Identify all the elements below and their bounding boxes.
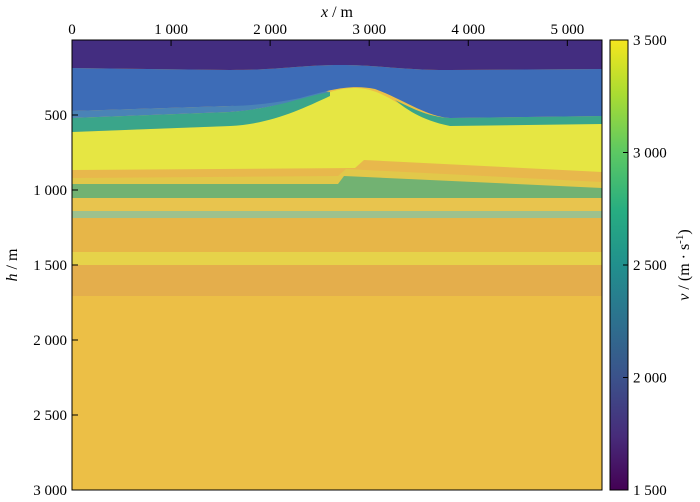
colorbar-label-var: v bbox=[676, 293, 693, 301]
colorbar-label-unit-sup: -1 bbox=[674, 235, 686, 244]
plot-area bbox=[71, 39, 603, 491]
layer-d4 bbox=[72, 210, 602, 218]
colorbar-label-unit-pre: (m · s bbox=[676, 244, 693, 281]
colorbar-label-unit-post: ) bbox=[676, 229, 693, 234]
colorbar-tick-label: 2 500 bbox=[633, 258, 667, 274]
x-tick-label: 1 000 bbox=[154, 22, 188, 38]
layer-green-fault bbox=[72, 175, 602, 198]
colorbar-tick-label: 3 000 bbox=[633, 146, 667, 162]
colorbar-label: v / (m · s-1) bbox=[674, 229, 693, 300]
y-tick-label: 500 bbox=[45, 108, 68, 124]
layer-blue bbox=[72, 65, 602, 118]
x-axis-ticks: 0 1 000 2 000 3 000 4 000 5 000 bbox=[68, 22, 584, 46]
layer-green-right bbox=[395, 100, 602, 126]
x-tick-label: 0 bbox=[68, 22, 76, 38]
y-axis-label: h / m bbox=[4, 248, 21, 281]
y-tick-label: 3 000 bbox=[33, 483, 67, 499]
x-tick-label: 4 000 bbox=[451, 22, 485, 38]
y-tick-label: 1 000 bbox=[33, 183, 67, 199]
x-axis-label: x / m bbox=[320, 4, 354, 21]
layer-green-lower bbox=[72, 92, 330, 132]
x-axis-label-unit: m bbox=[341, 4, 354, 21]
colorbar-tick-label: 3 500 bbox=[633, 33, 667, 49]
colorbar-tick-label: 1 500 bbox=[633, 483, 667, 499]
x-tick-label: 2 000 bbox=[253, 22, 287, 38]
layer-d1 bbox=[72, 264, 602, 296]
x-tick-label: 3 000 bbox=[352, 22, 386, 38]
y-tick-label: 1 500 bbox=[33, 258, 67, 274]
layer-d2 bbox=[72, 251, 602, 265]
layer-d3 bbox=[72, 218, 602, 252]
y-axis-ticks: 500 1 000 1 500 2 000 2 500 3 000 bbox=[33, 108, 78, 499]
layer-water bbox=[72, 40, 602, 70]
layer-d5 bbox=[72, 197, 602, 211]
layer-anticline-yellow bbox=[72, 88, 602, 172]
y-axis-label-var: h bbox=[4, 273, 21, 281]
colorbar-ticks: 1 500 2 000 2 500 3 000 3 500 bbox=[623, 33, 667, 499]
y-tick-label: 2 000 bbox=[33, 333, 67, 349]
x-tick-label: 5 000 bbox=[550, 22, 584, 38]
y-tick-label: 2 500 bbox=[33, 408, 67, 424]
layer-teal-left bbox=[72, 90, 330, 118]
x-axis-label-var: x bbox=[320, 4, 328, 21]
y-axis-label-unit: m bbox=[4, 248, 21, 261]
colorbar-tick-label: 2 000 bbox=[633, 371, 667, 387]
layer-yellow-band bbox=[72, 168, 602, 188]
